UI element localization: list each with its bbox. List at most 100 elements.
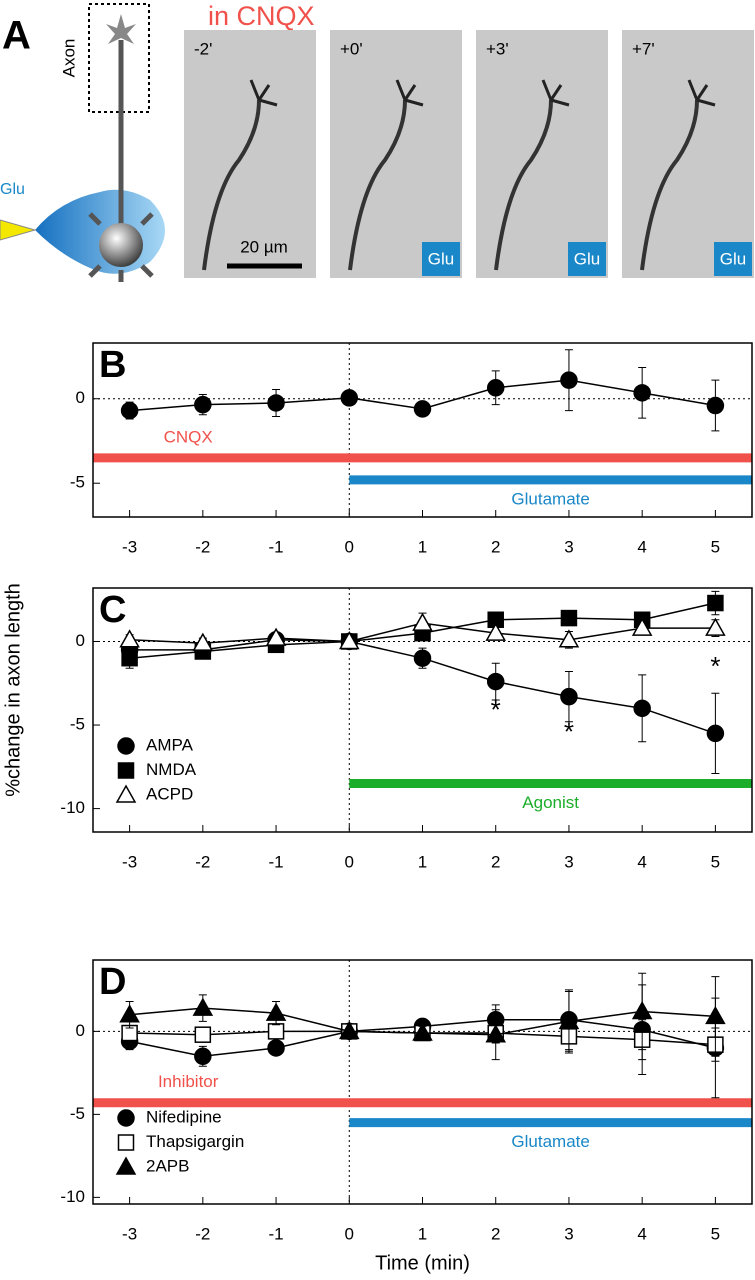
x-tick-label: 4 bbox=[637, 852, 646, 871]
x-tick-label: -1 bbox=[268, 852, 283, 871]
legend-label: Thapsigargin bbox=[146, 1132, 244, 1151]
x-tick-label: 3 bbox=[564, 1224, 573, 1243]
stim-label: Glu bbox=[574, 249, 600, 268]
x-tick-label: 3 bbox=[564, 537, 573, 556]
x-tick-label: 2 bbox=[491, 1224, 500, 1243]
marker bbox=[412, 612, 433, 631]
significance: * bbox=[710, 651, 720, 681]
x-tick-label: 5 bbox=[711, 1224, 720, 1243]
period-label: Glutamate bbox=[511, 489, 589, 508]
marker bbox=[560, 687, 578, 706]
frame-time: +0' bbox=[340, 39, 363, 58]
growth-cone-image bbox=[395, 79, 424, 107]
x-tick-label: 4 bbox=[637, 537, 646, 556]
marker bbox=[413, 400, 432, 418]
legend-label: ACPD bbox=[146, 784, 193, 803]
legend-marker bbox=[115, 784, 137, 803]
y-tick-label: -10 bbox=[60, 1187, 85, 1206]
y-tick-label: 0 bbox=[76, 631, 85, 650]
x-tick-label: 5 bbox=[711, 537, 720, 556]
panel-label: B bbox=[99, 344, 126, 386]
neurite-image bbox=[494, 99, 553, 271]
marker bbox=[194, 1026, 212, 1043]
neurite-image bbox=[348, 99, 407, 271]
marker bbox=[119, 1004, 140, 1023]
y-tick-label: -5 bbox=[70, 473, 85, 492]
y-axis-label: %change in axon length bbox=[2, 583, 24, 797]
x-tick-label: 4 bbox=[637, 1224, 646, 1243]
marker bbox=[486, 672, 505, 691]
legend-label: AMPA bbox=[146, 735, 194, 754]
panel-title: in CNQX bbox=[208, 1, 315, 31]
period-label: CNQX bbox=[164, 427, 213, 446]
neurite-image bbox=[640, 99, 699, 271]
x-tick-label: 1 bbox=[418, 537, 427, 556]
marker bbox=[413, 649, 432, 667]
plot-frame bbox=[92, 587, 753, 833]
micrograph bbox=[476, 30, 608, 278]
legend-label: 2APB bbox=[146, 1156, 189, 1175]
x-tick-label: -1 bbox=[268, 1224, 283, 1243]
y-tick-label: -5 bbox=[70, 1104, 85, 1123]
x-axis-label: Time (min) bbox=[375, 1252, 470, 1274]
marker bbox=[340, 389, 359, 407]
growth-cone-image bbox=[541, 79, 570, 107]
legend-marker bbox=[115, 1156, 137, 1175]
glu-cloud bbox=[35, 189, 165, 274]
stim-label: Glu bbox=[428, 249, 454, 268]
stim-box bbox=[714, 242, 752, 276]
x-tick-label: 2 bbox=[491, 537, 500, 556]
marker bbox=[706, 724, 725, 743]
stim-box bbox=[568, 242, 606, 276]
x-tick-label: 3 bbox=[564, 852, 573, 871]
marker bbox=[560, 371, 578, 389]
x-tick-label: -2 bbox=[195, 537, 210, 556]
marker bbox=[558, 1010, 580, 1030]
marker bbox=[338, 1020, 360, 1040]
y-tick-label: 0 bbox=[76, 1021, 85, 1040]
marker bbox=[560, 609, 578, 627]
stim-box bbox=[422, 242, 460, 276]
x-tick-label: -2 bbox=[195, 1224, 210, 1243]
marker bbox=[121, 649, 138, 667]
period-label: Glutamate bbox=[511, 1132, 589, 1151]
panel-label: A bbox=[2, 14, 31, 58]
soma bbox=[99, 223, 143, 267]
panel-label: C bbox=[99, 589, 126, 631]
marker bbox=[485, 1024, 507, 1043]
x-tick-label: -3 bbox=[122, 1224, 137, 1243]
x-tick-label: 5 bbox=[711, 852, 720, 871]
glu-label: Glu bbox=[0, 181, 25, 198]
y-tick-label: 0 bbox=[76, 388, 85, 407]
x-tick-label: -3 bbox=[122, 537, 137, 556]
marker bbox=[265, 1002, 287, 1021]
marker bbox=[485, 622, 507, 641]
significance: * bbox=[564, 716, 574, 746]
marker bbox=[267, 1023, 285, 1040]
marker bbox=[120, 401, 139, 420]
marker bbox=[633, 384, 651, 402]
frame-time: -2' bbox=[194, 39, 212, 58]
marker bbox=[412, 1022, 433, 1041]
marker bbox=[265, 627, 287, 646]
growth-cone bbox=[106, 14, 136, 44]
legend-marker bbox=[117, 737, 135, 755]
x-tick-label: -3 bbox=[122, 852, 137, 871]
y-tick-label: -10 bbox=[60, 798, 85, 817]
marker bbox=[119, 629, 140, 648]
micrograph bbox=[622, 30, 754, 278]
x-tick-label: 0 bbox=[345, 1224, 354, 1243]
frame-time: +7' bbox=[632, 39, 655, 58]
neurites bbox=[88, 40, 154, 282]
legend-marker bbox=[117, 1109, 135, 1127]
marker bbox=[631, 1000, 653, 1020]
axon-label: Axon bbox=[59, 39, 78, 78]
marker bbox=[267, 394, 285, 412]
x-tick-label: -1 bbox=[268, 537, 283, 556]
legend-marker bbox=[117, 1134, 135, 1151]
x-tick-label: -2 bbox=[195, 852, 210, 871]
legend-label: NMDA bbox=[146, 760, 197, 779]
y-tick-label: -5 bbox=[70, 715, 85, 734]
